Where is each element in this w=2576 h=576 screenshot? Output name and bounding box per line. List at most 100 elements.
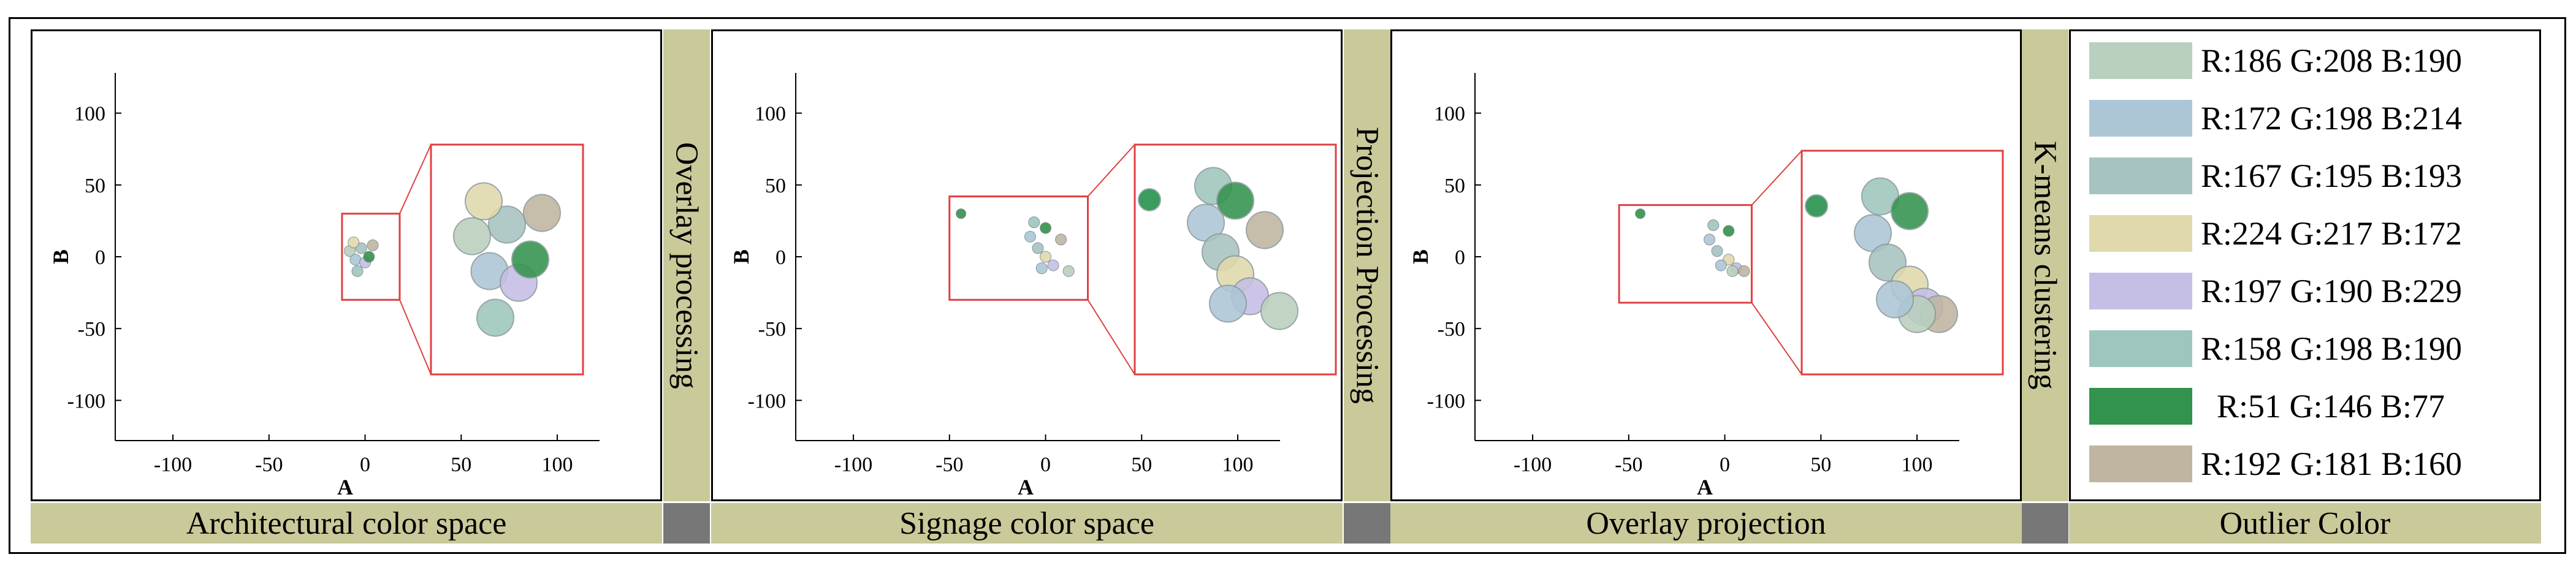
zoom-inset-box <box>1134 143 1337 376</box>
step-projection-processing: Projection Processing <box>1344 29 1390 501</box>
magnified-point <box>523 194 561 232</box>
data-point <box>1035 262 1048 275</box>
x-tick-label: 50 <box>1131 453 1152 476</box>
data-point <box>1024 230 1036 243</box>
magnified-point <box>1246 211 1284 249</box>
data-point <box>363 251 375 263</box>
data-point <box>1703 233 1715 246</box>
data-point <box>1707 219 1720 231</box>
data-point <box>1726 265 1739 277</box>
zoom-connector-line <box>1751 150 1802 206</box>
legend-item: R:158 G:198 B:190 <box>2089 330 2462 367</box>
data-point <box>1715 259 1727 271</box>
step-overlay-processing-label: Overlay processing <box>669 142 704 389</box>
x-axis-label: A <box>1018 475 1034 499</box>
data-point <box>351 265 364 277</box>
data-point <box>1711 245 1723 257</box>
legend-swatch <box>2089 42 2192 79</box>
data-point <box>348 237 360 249</box>
data-point <box>1040 251 1052 263</box>
legend-caption-text: Outlier Color <box>2219 506 2391 541</box>
y-tick-label: -50 <box>758 318 786 341</box>
magnified-point <box>488 205 526 244</box>
x-tick-label: 100 <box>542 453 573 476</box>
x-axis-label: A <box>1697 475 1713 499</box>
zoom-connector-line <box>1087 144 1135 197</box>
outlier-color-legend: R:186 G:208 B:190 R:172 G:198 B:214 R:16… <box>2069 29 2541 501</box>
y-tick-label: 50 <box>85 175 105 197</box>
zoom-region-box <box>948 195 1089 301</box>
x-tick-label: 0 <box>360 453 370 476</box>
legend-label: R:158 G:198 B:190 <box>2201 330 2463 367</box>
y-axis-label: B <box>729 249 753 264</box>
legend-item: R:167 G:195 B:193 <box>2089 157 2462 194</box>
legend-label: R:224 G:217 B:172 <box>2201 215 2463 252</box>
y-tick-label: 50 <box>1444 175 1465 197</box>
y-tick-label: -50 <box>78 318 105 341</box>
magnified-point <box>1891 192 1929 230</box>
data-point <box>1062 265 1075 277</box>
y-tick-label: -100 <box>748 390 786 412</box>
data-point <box>956 208 967 219</box>
zoom-connector-line <box>1087 299 1135 375</box>
y-tick-label: 0 <box>1455 246 1465 269</box>
legend-swatch <box>2089 388 2192 425</box>
signage-caption: Signage color space <box>711 503 1343 544</box>
y-axis-label: B <box>48 249 73 264</box>
legend-label: R:51 G:146 B:77 <box>2217 388 2445 425</box>
connector-block-2 <box>1344 503 1390 544</box>
x-tick-label: -50 <box>936 453 963 476</box>
legend-swatch <box>2089 273 2192 309</box>
legend-swatch <box>2089 215 2192 252</box>
data-point <box>1040 222 1052 234</box>
x-tick-label: -100 <box>834 453 872 476</box>
magnified-point <box>511 240 549 279</box>
legend-swatch <box>2089 445 2192 482</box>
x-tick-label: 0 <box>1040 453 1051 476</box>
legend-item: R:186 G:208 B:190 <box>2089 42 2462 79</box>
magnified-point <box>476 298 514 337</box>
x-tick-label: 50 <box>451 453 471 476</box>
data-point <box>1723 225 1735 237</box>
legend-item: R:224 G:217 B:172 <box>2089 215 2462 252</box>
x-tick-label: 100 <box>1222 453 1254 476</box>
signage-scatter-panel: -100 -50 0 50 100 100 50 0 -50 -100 A B <box>711 29 1343 501</box>
overlay-caption: Overlay projection <box>1390 503 2022 544</box>
legend-item: R:51 G:146 B:77 <box>2089 388 2445 425</box>
architectural-caption-text: Architectural color space <box>186 506 507 541</box>
data-point <box>1055 233 1067 246</box>
x-axis-label: A <box>337 475 353 499</box>
y-tick-label: 50 <box>765 175 786 197</box>
zoom-inset-box <box>430 143 584 376</box>
zoom-region-box <box>1618 204 1753 304</box>
data-point <box>367 239 379 251</box>
overlay-scatter-panel: -100 -50 0 50 100 100 50 0 -50 -100 A B <box>1390 29 2022 501</box>
legend-swatch <box>2089 100 2192 137</box>
legend-item: R:172 G:198 B:214 <box>2089 100 2462 137</box>
connector-block-1 <box>663 503 710 544</box>
legend-item: R:192 G:181 B:160 <box>2089 445 2462 482</box>
x-tick-label: 0 <box>1720 453 1730 476</box>
signage-scatter-plot: -100 -50 0 50 100 100 50 0 -50 -100 A B <box>729 73 1337 499</box>
legend-swatch <box>2089 330 2192 367</box>
x-tick-label: -50 <box>1615 453 1642 476</box>
legend-label: R:186 G:208 B:190 <box>2201 42 2463 79</box>
y-tick-label: 0 <box>775 246 786 269</box>
data-point <box>349 254 362 266</box>
x-tick-label: -50 <box>255 453 283 476</box>
connector-block-3 <box>2022 503 2068 544</box>
data-point <box>1738 265 1750 277</box>
magnified-point <box>1260 292 1298 330</box>
x-tick-label: 50 <box>1810 453 1831 476</box>
magnified-point <box>1805 194 1828 218</box>
magnified-point <box>1209 284 1247 323</box>
y-tick-label: 100 <box>1434 103 1465 126</box>
legend-caption: Outlier Color <box>2069 503 2541 544</box>
x-tick-label: -100 <box>154 453 192 476</box>
figure-frame <box>9 17 2566 554</box>
data-point <box>1028 216 1040 229</box>
legend-label: R:172 G:198 B:214 <box>2201 100 2463 137</box>
zoom-connector-line <box>399 299 432 375</box>
architectural-scatter-plot: -100 -50 0 50 100 100 50 0 -50 -100 A B <box>48 73 600 499</box>
legend-label: R:192 G:181 B:160 <box>2201 445 2463 482</box>
